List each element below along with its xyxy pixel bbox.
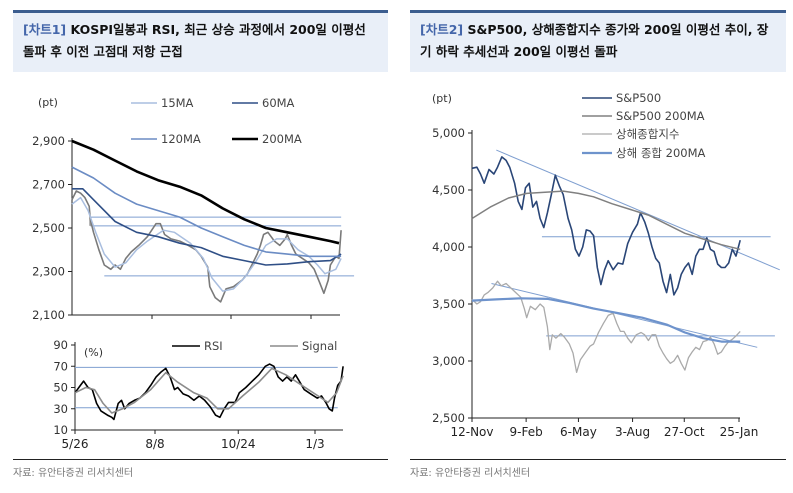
divider	[410, 459, 786, 460]
series-line-sh	[471, 280, 741, 374]
divider	[13, 459, 388, 460]
legend-label: 15MA	[161, 96, 194, 110]
chart1-title-text: KOSPI일봉과 RSI, 최근 상승 과정에서 200일 이평선 돌파 후 이…	[23, 22, 366, 59]
series-line-signal	[74, 367, 344, 414]
x-tick-label: 5/26	[62, 437, 89, 451]
y-tick-label: 2,900	[32, 134, 65, 148]
x-tick-label: 25-Jan	[720, 425, 759, 439]
y-axis-unit: (pt)	[432, 92, 452, 105]
chart1-title: [차트1] KOSPI일봉과 RSI, 최근 상승 과정에서 200일 이평선 …	[13, 10, 388, 72]
series-line-sp	[471, 156, 741, 296]
y-tick-label: 10	[53, 423, 68, 437]
y-tick-label: 5,000	[432, 126, 465, 140]
series-line-ma60	[72, 188, 342, 266]
legend-label: 60MA	[262, 96, 295, 110]
source-note: 자료: 유안타증권 리서치센터	[13, 468, 134, 479]
chart2-title: [차트2] S&P500, 상해종합지수 종가와 200일 이평선 추이, 장기…	[410, 10, 786, 72]
y-tick-label: 90	[53, 338, 68, 352]
y-tick-label: 3,000	[432, 354, 465, 368]
x-tick-label: 9-Feb	[510, 425, 543, 439]
legend-label: RSI	[204, 339, 223, 353]
y-axis-unit: (pt)	[38, 96, 58, 109]
series-line-ma200	[71, 139, 340, 245]
y-tick-label: 2,300	[32, 265, 65, 279]
y-tick-label: 3,500	[432, 297, 465, 311]
y-tick-label: 30	[53, 402, 68, 416]
legend-label: 상해종합지수	[616, 127, 679, 141]
x-tick-label: 3-Aug	[615, 425, 650, 439]
series-line-sp200	[471, 190, 741, 251]
x-tick-label: 8/8	[145, 437, 164, 451]
series-line-rsi	[74, 363, 344, 421]
legend-label: 200MA	[262, 132, 302, 146]
legend-label: 120MA	[161, 132, 201, 146]
series-line-sh200	[471, 297, 741, 343]
y-axis-unit: (%)	[84, 346, 103, 359]
chart2-title-text: S&P500, 상해종합지수 종가와 200일 이평선 추이, 장기 하락 추세…	[420, 22, 769, 59]
series-line-ma120	[71, 166, 342, 258]
legend-label: S&P500	[616, 91, 661, 105]
x-tick-label: 6-May	[560, 425, 597, 439]
series-line-ma15	[71, 196, 342, 292]
y-tick-label: 2,700	[32, 178, 65, 192]
y-tick-label: 2,500	[432, 411, 465, 425]
y-tick-label: 70	[53, 359, 68, 373]
y-tick-label: 2,500	[32, 221, 65, 235]
chart1-tag: [차트1]	[23, 22, 67, 37]
legend-label: 상해 종합 200MA	[616, 146, 706, 160]
chart2-tag: [차트2]	[420, 22, 464, 37]
y-tick-label: 4,500	[432, 183, 465, 197]
y-tick-label: 50	[53, 381, 68, 395]
x-tick-label: 12-Nov	[450, 425, 493, 439]
legend-label: Signal	[302, 339, 337, 353]
x-tick-label: 1/3	[305, 437, 324, 451]
y-tick-label: 4,000	[432, 240, 465, 254]
x-tick-label: 27-Oct	[664, 425, 705, 439]
series-line-price	[71, 190, 342, 303]
source-note: 자료: 유안타증권 리서치센터	[410, 468, 531, 479]
y-tick-label: 2,100	[32, 308, 65, 322]
legend-label: S&P500 200MA	[616, 109, 705, 123]
x-tick-label: 10/24	[221, 437, 256, 451]
